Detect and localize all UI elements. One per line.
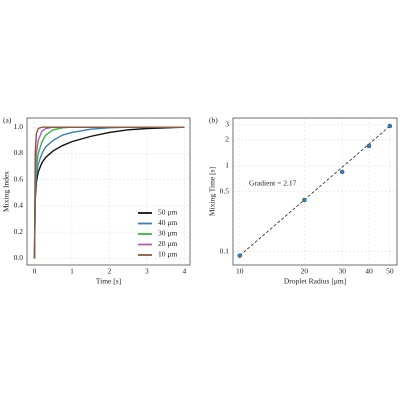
fit-line	[239, 125, 391, 256]
point	[237, 253, 243, 258]
point	[302, 197, 307, 203]
panel-label: (b)	[209, 116, 218, 125]
x-tick-label: 4	[183, 267, 187, 276]
x-tick-label: 40	[365, 267, 373, 276]
x-tick-label: 0	[33, 267, 37, 276]
legend-label: 10 μm	[158, 250, 177, 259]
y-tick-label: 0.6	[14, 174, 24, 183]
y-tick-label: 0.0	[14, 253, 24, 262]
y-tick-label: 0.4	[14, 201, 24, 210]
legend-label: 50 μm	[158, 208, 177, 217]
y-tick-label: 2	[225, 135, 229, 144]
x-tick-label: 50	[386, 267, 394, 276]
plot-frame	[232, 117, 398, 266]
point	[387, 123, 393, 129]
legend-label: 40 μm	[158, 218, 177, 227]
plot-frame	[26, 117, 191, 266]
panel-label: (a)	[3, 116, 12, 125]
x-tick-label: 2	[108, 267, 112, 276]
legend-label: 30 μm	[158, 229, 177, 238]
y-axis-label: Mixing Time [s]	[208, 167, 217, 216]
y-tick-label: 1.0	[14, 122, 24, 131]
annotation: Gradient = 2.17	[249, 179, 297, 188]
x-tick-label: 30	[338, 267, 346, 276]
x-tick-label: 3	[145, 267, 149, 276]
y-axis-label: Mixing Index	[2, 171, 11, 212]
point	[366, 143, 372, 149]
y-tick-label: 0.1	[220, 246, 230, 255]
y-tick-label: 3	[225, 120, 229, 129]
y-tick-label: 1	[225, 161, 229, 170]
line	[33, 126, 185, 259]
x-tick-label: 10	[236, 267, 244, 276]
point	[339, 169, 345, 175]
y-tick-label: 0.2	[14, 227, 24, 236]
y-tick-label: 0.8	[14, 148, 24, 157]
y-tick-label: 0.5	[220, 186, 230, 195]
x-axis-label: Time [s]	[96, 277, 121, 286]
legend-label: 20 μm	[158, 239, 177, 248]
x-tick-label: 20	[301, 267, 309, 276]
x-tick-label: 1	[70, 267, 74, 276]
x-axis-label: Droplet Radius [μm]	[284, 277, 346, 286]
